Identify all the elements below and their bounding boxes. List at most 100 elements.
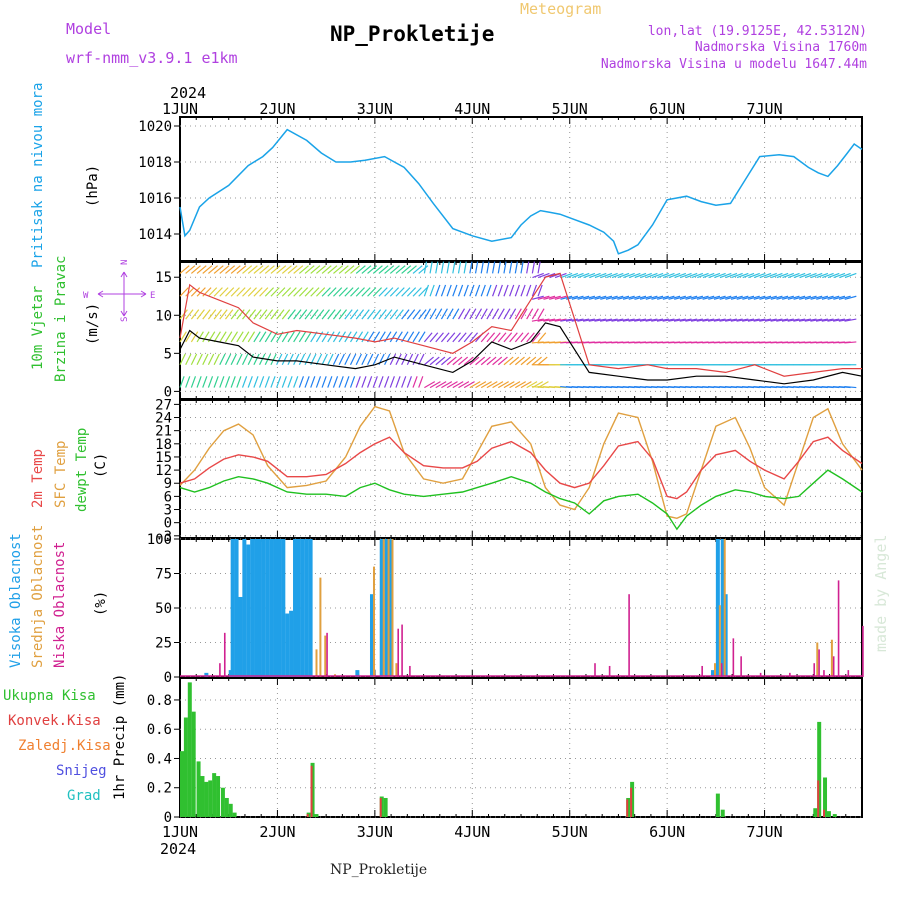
wind-barb xyxy=(816,295,829,300)
wind-barb xyxy=(799,295,812,300)
wind-barb xyxy=(787,318,800,322)
wind-barb xyxy=(355,376,361,388)
wind-barb xyxy=(219,376,225,388)
wind-barb xyxy=(457,284,464,297)
wind-barb xyxy=(401,309,410,320)
total-precip-bar xyxy=(232,812,237,817)
wind-barb xyxy=(270,287,280,297)
wind-barb xyxy=(406,331,415,343)
wind-barb xyxy=(276,287,286,297)
wind-barb xyxy=(503,261,507,274)
mid-cloud-bar xyxy=(319,577,322,677)
total-precip-bar xyxy=(212,773,217,817)
wind-barb xyxy=(492,356,503,366)
wind-barb xyxy=(349,376,356,388)
wind-barb xyxy=(839,272,851,279)
wind-barb xyxy=(753,272,766,279)
conv-precip-bar xyxy=(817,780,820,817)
low-cloud-bar xyxy=(409,665,411,677)
wind-barb xyxy=(344,265,355,274)
wind-barb xyxy=(628,272,641,279)
wind-barb xyxy=(304,353,311,366)
wind-barb xyxy=(378,309,387,320)
wind-barb xyxy=(833,318,846,322)
temp-label-1: 2m Temp xyxy=(30,449,46,508)
wind-barb xyxy=(497,308,505,320)
wind-barb xyxy=(486,261,490,274)
wind-barb xyxy=(639,318,652,322)
wind-barb xyxy=(344,309,353,320)
wind-barb xyxy=(531,318,544,322)
high-cloud-bar xyxy=(293,539,298,677)
wind-barb xyxy=(514,332,524,343)
wind-barb xyxy=(690,318,703,322)
wind-barb xyxy=(270,376,276,388)
wind-barb xyxy=(355,265,366,274)
wind-barb xyxy=(747,295,760,300)
wind-barb xyxy=(514,356,525,366)
wind-barb xyxy=(327,331,335,343)
wind-barb xyxy=(185,287,195,297)
wind-barb xyxy=(304,309,313,320)
wind-barb xyxy=(753,295,766,300)
wind-barb xyxy=(480,308,488,320)
wind-barb xyxy=(378,331,386,343)
wind-barb xyxy=(543,295,556,300)
wind-barb xyxy=(685,272,698,279)
wind-barb xyxy=(247,309,257,320)
wind-barb xyxy=(452,332,461,343)
wind-barb xyxy=(185,265,196,274)
wind-barb xyxy=(179,331,187,343)
wind-barb xyxy=(708,295,721,300)
wind-barb xyxy=(531,295,544,300)
wind-barb xyxy=(549,295,561,300)
wind-barb xyxy=(543,318,556,322)
date-tick-top: 6JUN xyxy=(649,100,685,118)
wind-barb xyxy=(531,308,539,320)
wind-barb xyxy=(452,356,463,366)
wind-barb xyxy=(469,356,480,366)
wind-barb xyxy=(344,376,350,388)
wind-barb xyxy=(742,295,755,300)
wind-barb xyxy=(622,295,635,300)
wind-barb xyxy=(207,309,217,320)
mid-cloud-bar xyxy=(391,539,394,677)
y-tick-label: 75 xyxy=(155,567,172,583)
wind-barb xyxy=(589,272,601,279)
wind-barb xyxy=(418,331,426,343)
lonlat-info: lon,lat (19.9125E, 42.5312N) xyxy=(647,24,867,39)
date-tick-top: 7JUN xyxy=(747,100,783,118)
wind-barb xyxy=(622,318,635,322)
wind-barb xyxy=(287,309,296,320)
wind-barb xyxy=(202,265,213,274)
compass-n: N xyxy=(120,260,130,265)
total-precip-bar xyxy=(813,808,818,817)
wind-barb xyxy=(474,284,481,297)
wind-barb xyxy=(224,376,231,388)
wind-barb xyxy=(424,381,436,389)
wind-barb xyxy=(799,272,812,279)
wind-barb xyxy=(440,284,447,297)
wind-barb xyxy=(474,261,479,274)
wind-barb xyxy=(725,318,738,322)
wind-barb xyxy=(486,284,492,297)
high-cloud-bar xyxy=(230,539,235,677)
wind-barb xyxy=(515,381,527,389)
pressure-line xyxy=(179,128,863,255)
wind-barb xyxy=(429,332,439,343)
y-tick-label: 24 xyxy=(155,411,172,427)
high-cloud-bar xyxy=(289,610,294,677)
wind-barb xyxy=(190,376,197,388)
wind-barb xyxy=(685,295,698,300)
y-tick-label: 0.2 xyxy=(147,781,172,797)
conv-precip-bar xyxy=(823,809,826,817)
mid-cloud-bar xyxy=(830,639,833,677)
mid-cloud-bar xyxy=(324,635,327,677)
wind-barb xyxy=(395,309,404,320)
wind-barb xyxy=(770,272,783,279)
wind-barb xyxy=(315,309,325,320)
wind-barb xyxy=(355,287,365,297)
mid-cloud-bar xyxy=(387,539,390,677)
high-cloud-bar xyxy=(355,670,360,677)
wind-barb xyxy=(270,265,281,274)
